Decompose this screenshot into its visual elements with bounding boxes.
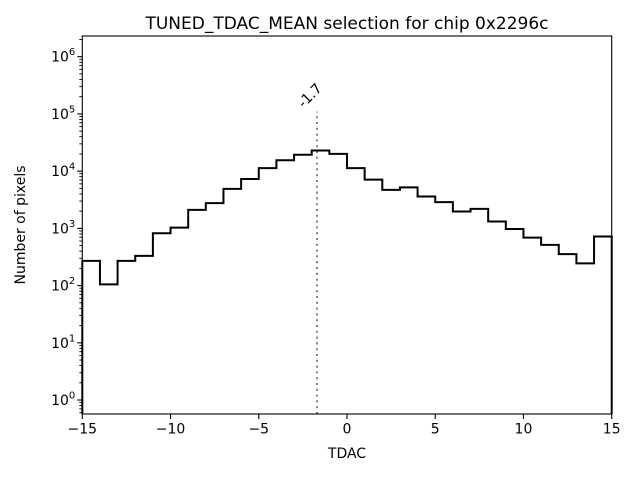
- x-tick-label: 0: [343, 422, 352, 438]
- y-axis-label: Number of pixels: [13, 165, 29, 284]
- y-tick-label: 102: [51, 276, 75, 295]
- x-tick-label: −10: [156, 422, 186, 438]
- chart-title: TUNED_TDAC_MEAN selection for chip 0x229…: [144, 14, 548, 34]
- y-tick-label: 104: [51, 162, 75, 181]
- x-axis-label: TDAC: [327, 446, 366, 462]
- y-tick-label: 100: [51, 391, 75, 410]
- y-tick-label: 105: [51, 104, 75, 123]
- x-tick-label: 10: [515, 422, 533, 438]
- plot-frame: [81, 35, 613, 415]
- mean-vline-label: -1.7: [295, 81, 326, 112]
- x-tick-label: 5: [431, 422, 440, 438]
- x-tick-label: −15: [68, 422, 98, 438]
- y-tick-label: 101: [51, 333, 75, 352]
- y-tick-label: 103: [51, 219, 75, 238]
- tick-labels: −15 −10 −5 0 5 10 15 100 101 102 103 104 105 106: [51, 47, 621, 437]
- histogram-step-line: [81, 149, 613, 414]
- x-tick-label: 15: [603, 422, 621, 438]
- x-tick-label: −5: [248, 422, 269, 438]
- y-tick-label: 106: [51, 47, 75, 66]
